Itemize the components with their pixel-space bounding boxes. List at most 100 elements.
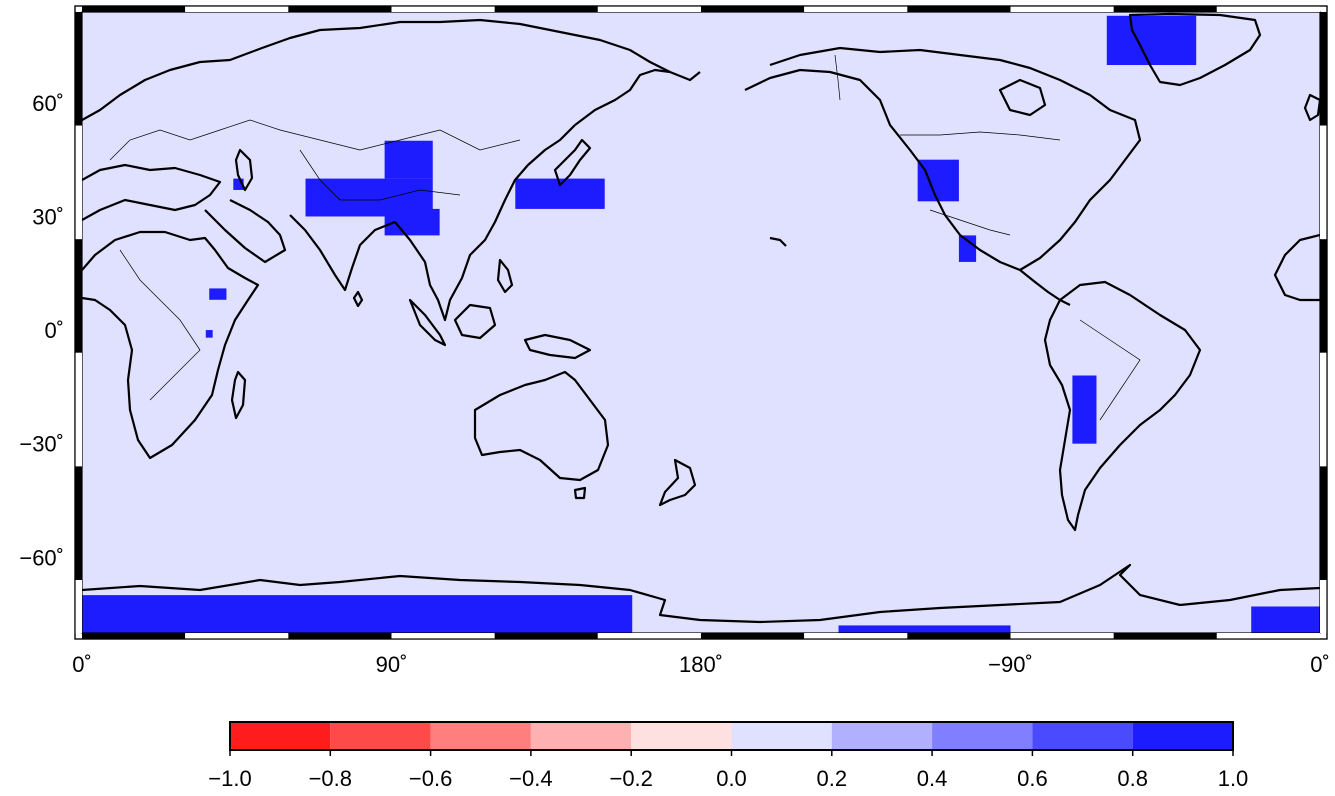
lat-tick-label: 0˚ (44, 318, 64, 343)
colorbar-tick-label: −0.8 (309, 766, 352, 791)
frame-segment-top (1010, 6, 1114, 12)
frame-segment-top (185, 6, 289, 12)
coast-russia-east (574, 68, 701, 126)
coast-sumatra (408, 298, 447, 347)
frame-segment-bottom (391, 633, 495, 639)
field-region-ethiopia (209, 288, 227, 300)
axis-labels: 60˚ 30˚ 0˚ −30˚ −60˚ 0˚ 90˚ 180˚ −90˚ 0˚ (19, 91, 1329, 677)
frame-segment-right (1320, 352, 1327, 467)
coast-philippines (496, 258, 514, 294)
frame-segment-top (804, 6, 908, 12)
field-region-east-africa-dot (205, 330, 213, 338)
border-line (299, 149, 461, 201)
frame-segment-top (597, 6, 701, 12)
border-line (900, 131, 1061, 141)
map-background (82, 12, 1320, 633)
frame-segment-bottom (185, 633, 289, 639)
frame-segment-top (288, 6, 392, 12)
frame-segment-right (1320, 12, 1327, 126)
coast-australia (473, 370, 610, 482)
colorbar-tick-label: −1.0 (208, 766, 251, 791)
lon-tick-label: 0˚ (72, 652, 92, 677)
frame-segment-bottom (1113, 633, 1217, 639)
frame-segment-left (75, 466, 82, 580)
field-region-greenland (1106, 15, 1197, 66)
coast-south-america (1043, 280, 1202, 532)
coast-mediterranean (82, 163, 222, 221)
coast-sri-lanka (352, 290, 364, 308)
colorbar-tick-label: −0.4 (509, 766, 552, 791)
colorbar-segment (230, 722, 331, 750)
frame-segment-top (391, 6, 495, 12)
border-line (834, 54, 841, 101)
coast-africa (82, 230, 260, 460)
frame-segment-left (75, 12, 82, 126)
colorbar-segment (731, 722, 832, 750)
frame-segment-top (1113, 6, 1217, 12)
coast-new-guinea (523, 333, 592, 360)
colorbar-segment (831, 722, 933, 750)
lon-tick-label: 0˚ (1310, 652, 1330, 677)
frame-segment-left (75, 352, 82, 467)
coast-central-america (1019, 269, 1071, 306)
lon-tick-label: 180˚ (679, 652, 723, 677)
frame-segment-right (1320, 239, 1327, 353)
border-line (1079, 319, 1141, 421)
coast-antarctica (82, 563, 1320, 624)
coast-new-zealand (658, 458, 697, 507)
coast-hudson-bay (998, 78, 1047, 117)
colorbar-tick-label: 0.2 (817, 766, 848, 791)
frame-segment-bottom (82, 633, 186, 639)
colorbar-tick-label: 1.0 (1218, 766, 1249, 791)
coast-arabia (204, 199, 287, 264)
field-region-mongolia (384, 140, 433, 179)
colorbar-tick-label: −0.2 (609, 766, 652, 791)
frame-segment-bottom (288, 633, 392, 639)
frame-segment-bottom (1216, 633, 1320, 639)
coast-caspian (234, 148, 254, 192)
frame-segment-bottom (494, 633, 598, 639)
field-cells (82, 15, 1320, 633)
colorbar-segment (932, 722, 1033, 750)
field-region-antarctica-weddell (1251, 606, 1320, 633)
border-line (929, 209, 1011, 236)
coast-north-america (744, 46, 1142, 272)
frame-segment-bottom (597, 633, 701, 639)
field-region-antarctica-east (82, 595, 633, 633)
colorbar-tick-label: 0.6 (1017, 766, 1048, 791)
lat-tick-label: 60˚ (32, 91, 64, 116)
frame-segment-right (1320, 125, 1327, 240)
lat-tick-label: −30˚ (19, 432, 64, 457)
coast-greenland (1128, 12, 1262, 87)
frame-segment-bottom (701, 633, 805, 639)
political-borders (109, 54, 1141, 421)
coast-tasmania (573, 486, 587, 500)
colorbar-segment (631, 722, 732, 750)
lon-tick-label: −90˚ (988, 652, 1033, 677)
coast-madagascar (230, 370, 247, 420)
field-region-us-rockies (917, 159, 959, 202)
colorbar-segment (430, 722, 531, 750)
coastlines (82, 12, 1320, 624)
frame-segment-bottom (1010, 633, 1114, 639)
colorbar-segment (330, 722, 431, 750)
frame-segment-top (907, 6, 1011, 12)
coast-britain (1303, 93, 1320, 122)
lon-tick-label: 90˚ (376, 652, 408, 677)
colorbar-tick-label: 0.4 (917, 766, 948, 791)
coast-africa-west-edge (1273, 233, 1320, 302)
frame-segment-right (1320, 579, 1327, 633)
colorbar-segment (1032, 722, 1133, 750)
coast-india (289, 214, 396, 292)
field-region-caucasus (233, 178, 244, 190)
coast-eurasia-north (82, 18, 671, 121)
colorbar-tick-label: −0.6 (409, 766, 452, 791)
field-region-andes (1072, 375, 1097, 444)
frame-segment-left (75, 239, 82, 353)
colorbar: −1.0 −0.8 −0.6 −0.4 −0.2 0.0 0.2 0.4 0.6 0.8 1.0 (208, 721, 1249, 791)
frame-segment-left (75, 125, 82, 240)
coast-borneo (453, 303, 497, 340)
coast-se-asia (394, 124, 576, 322)
frame-segment-top (701, 6, 805, 12)
frame-segment-bottom (804, 633, 908, 639)
